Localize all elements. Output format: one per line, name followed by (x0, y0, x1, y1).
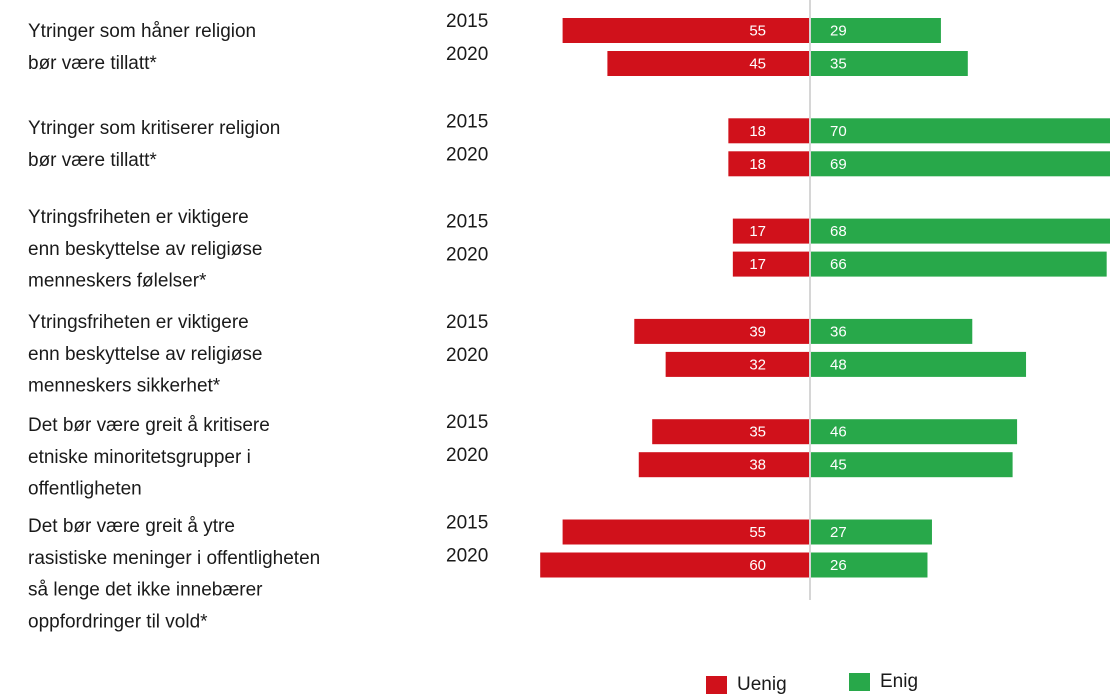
bar-uenig (732, 251, 809, 277)
value-label: 32 (749, 356, 766, 373)
bar-enig (811, 118, 1110, 144)
value-label: 38 (749, 457, 766, 474)
value-label: 45 (749, 55, 766, 72)
category-label: offentligheten (28, 479, 142, 500)
value-label: 60 (749, 557, 766, 574)
category-label: menneskers sikkerhet* (28, 376, 221, 397)
category-label: menneskers følelser* (28, 271, 207, 292)
value-label: 35 (749, 424, 766, 441)
value-label: 26 (830, 557, 847, 574)
category-label: etniske minoritetsgrupper i (28, 447, 251, 468)
bar-enig (811, 519, 932, 545)
bar-uenig (728, 151, 809, 177)
bar-enig (811, 552, 928, 578)
year-label: 2015 (446, 11, 488, 32)
bar-uenig (540, 552, 809, 578)
value-label: 70 (830, 123, 847, 140)
value-label: 17 (749, 256, 766, 273)
year-label: 2020 (446, 546, 488, 567)
bar-uenig (634, 318, 809, 344)
year-label: 2015 (446, 111, 488, 132)
category-label: Ytringsfriheten er viktigere (28, 207, 249, 228)
category-label: Ytringsfriheten er viktigere (28, 312, 249, 333)
bar-uenig (652, 419, 809, 445)
bar-uenig (638, 452, 809, 478)
bar-enig (811, 251, 1107, 277)
bar-uenig (665, 351, 809, 377)
value-label: 39 (749, 323, 766, 340)
category-label: Ytringer som håner religion (28, 21, 256, 42)
bar-uenig (728, 118, 809, 144)
legend-label: Uenig (737, 674, 787, 694)
category-label: Ytringer som kritiserer religion (28, 118, 280, 139)
legend-swatch (849, 673, 870, 691)
legend-label: Enig (880, 671, 918, 692)
value-label: 66 (830, 256, 847, 273)
year-label: 2015 (446, 513, 488, 534)
value-label: 46 (830, 424, 847, 441)
value-label: 17 (749, 223, 766, 240)
value-label: 29 (830, 22, 847, 39)
category-label: Det bør være greit å kritisere (28, 415, 270, 436)
bar-uenig (732, 218, 809, 244)
year-label: 2020 (446, 345, 488, 366)
category-label: oppfordringer til vold* (28, 611, 208, 632)
value-label: 69 (830, 156, 847, 173)
bar-enig (811, 452, 1013, 478)
value-label: 35 (830, 55, 847, 72)
year-label: 2015 (446, 312, 488, 333)
bar-enig (811, 419, 1018, 445)
bar-enig (811, 318, 973, 344)
bar-uenig (607, 51, 809, 76)
bar-uenig (562, 18, 809, 43)
value-label: 18 (749, 156, 766, 173)
bar-uenig (562, 519, 809, 545)
legend-swatch (706, 676, 727, 694)
value-label: 55 (749, 22, 766, 39)
year-label: 2015 (446, 212, 488, 233)
bar-enig (811, 151, 1110, 177)
year-label: 2015 (446, 412, 488, 433)
category-label: Det bør være greit å ytre (28, 516, 235, 537)
value-label: 36 (830, 323, 847, 340)
category-label: enn beskyttelse av religiøse (28, 344, 262, 365)
bar-enig (811, 351, 1027, 377)
value-label: 18 (749, 123, 766, 140)
category-label: rasistiske meninger i offentligheten (28, 548, 320, 569)
bar-enig (811, 51, 968, 76)
category-label: så lenge det ikke innebærer (28, 580, 263, 601)
year-label: 2020 (446, 144, 488, 165)
value-label: 48 (830, 356, 847, 373)
year-label: 2020 (446, 245, 488, 266)
year-label: 2020 (446, 44, 488, 65)
category-label: bør være tillatt* (28, 150, 157, 171)
value-label: 27 (830, 524, 847, 541)
year-label: 2020 (446, 445, 488, 466)
value-label: 68 (830, 223, 847, 240)
value-label: 45 (830, 457, 847, 474)
category-label: enn beskyttelse av religiøse (28, 239, 262, 260)
bar-enig (811, 218, 1110, 244)
bar-enig (811, 18, 941, 43)
category-label: bør være tillatt* (28, 53, 157, 74)
value-label: 55 (749, 524, 766, 541)
